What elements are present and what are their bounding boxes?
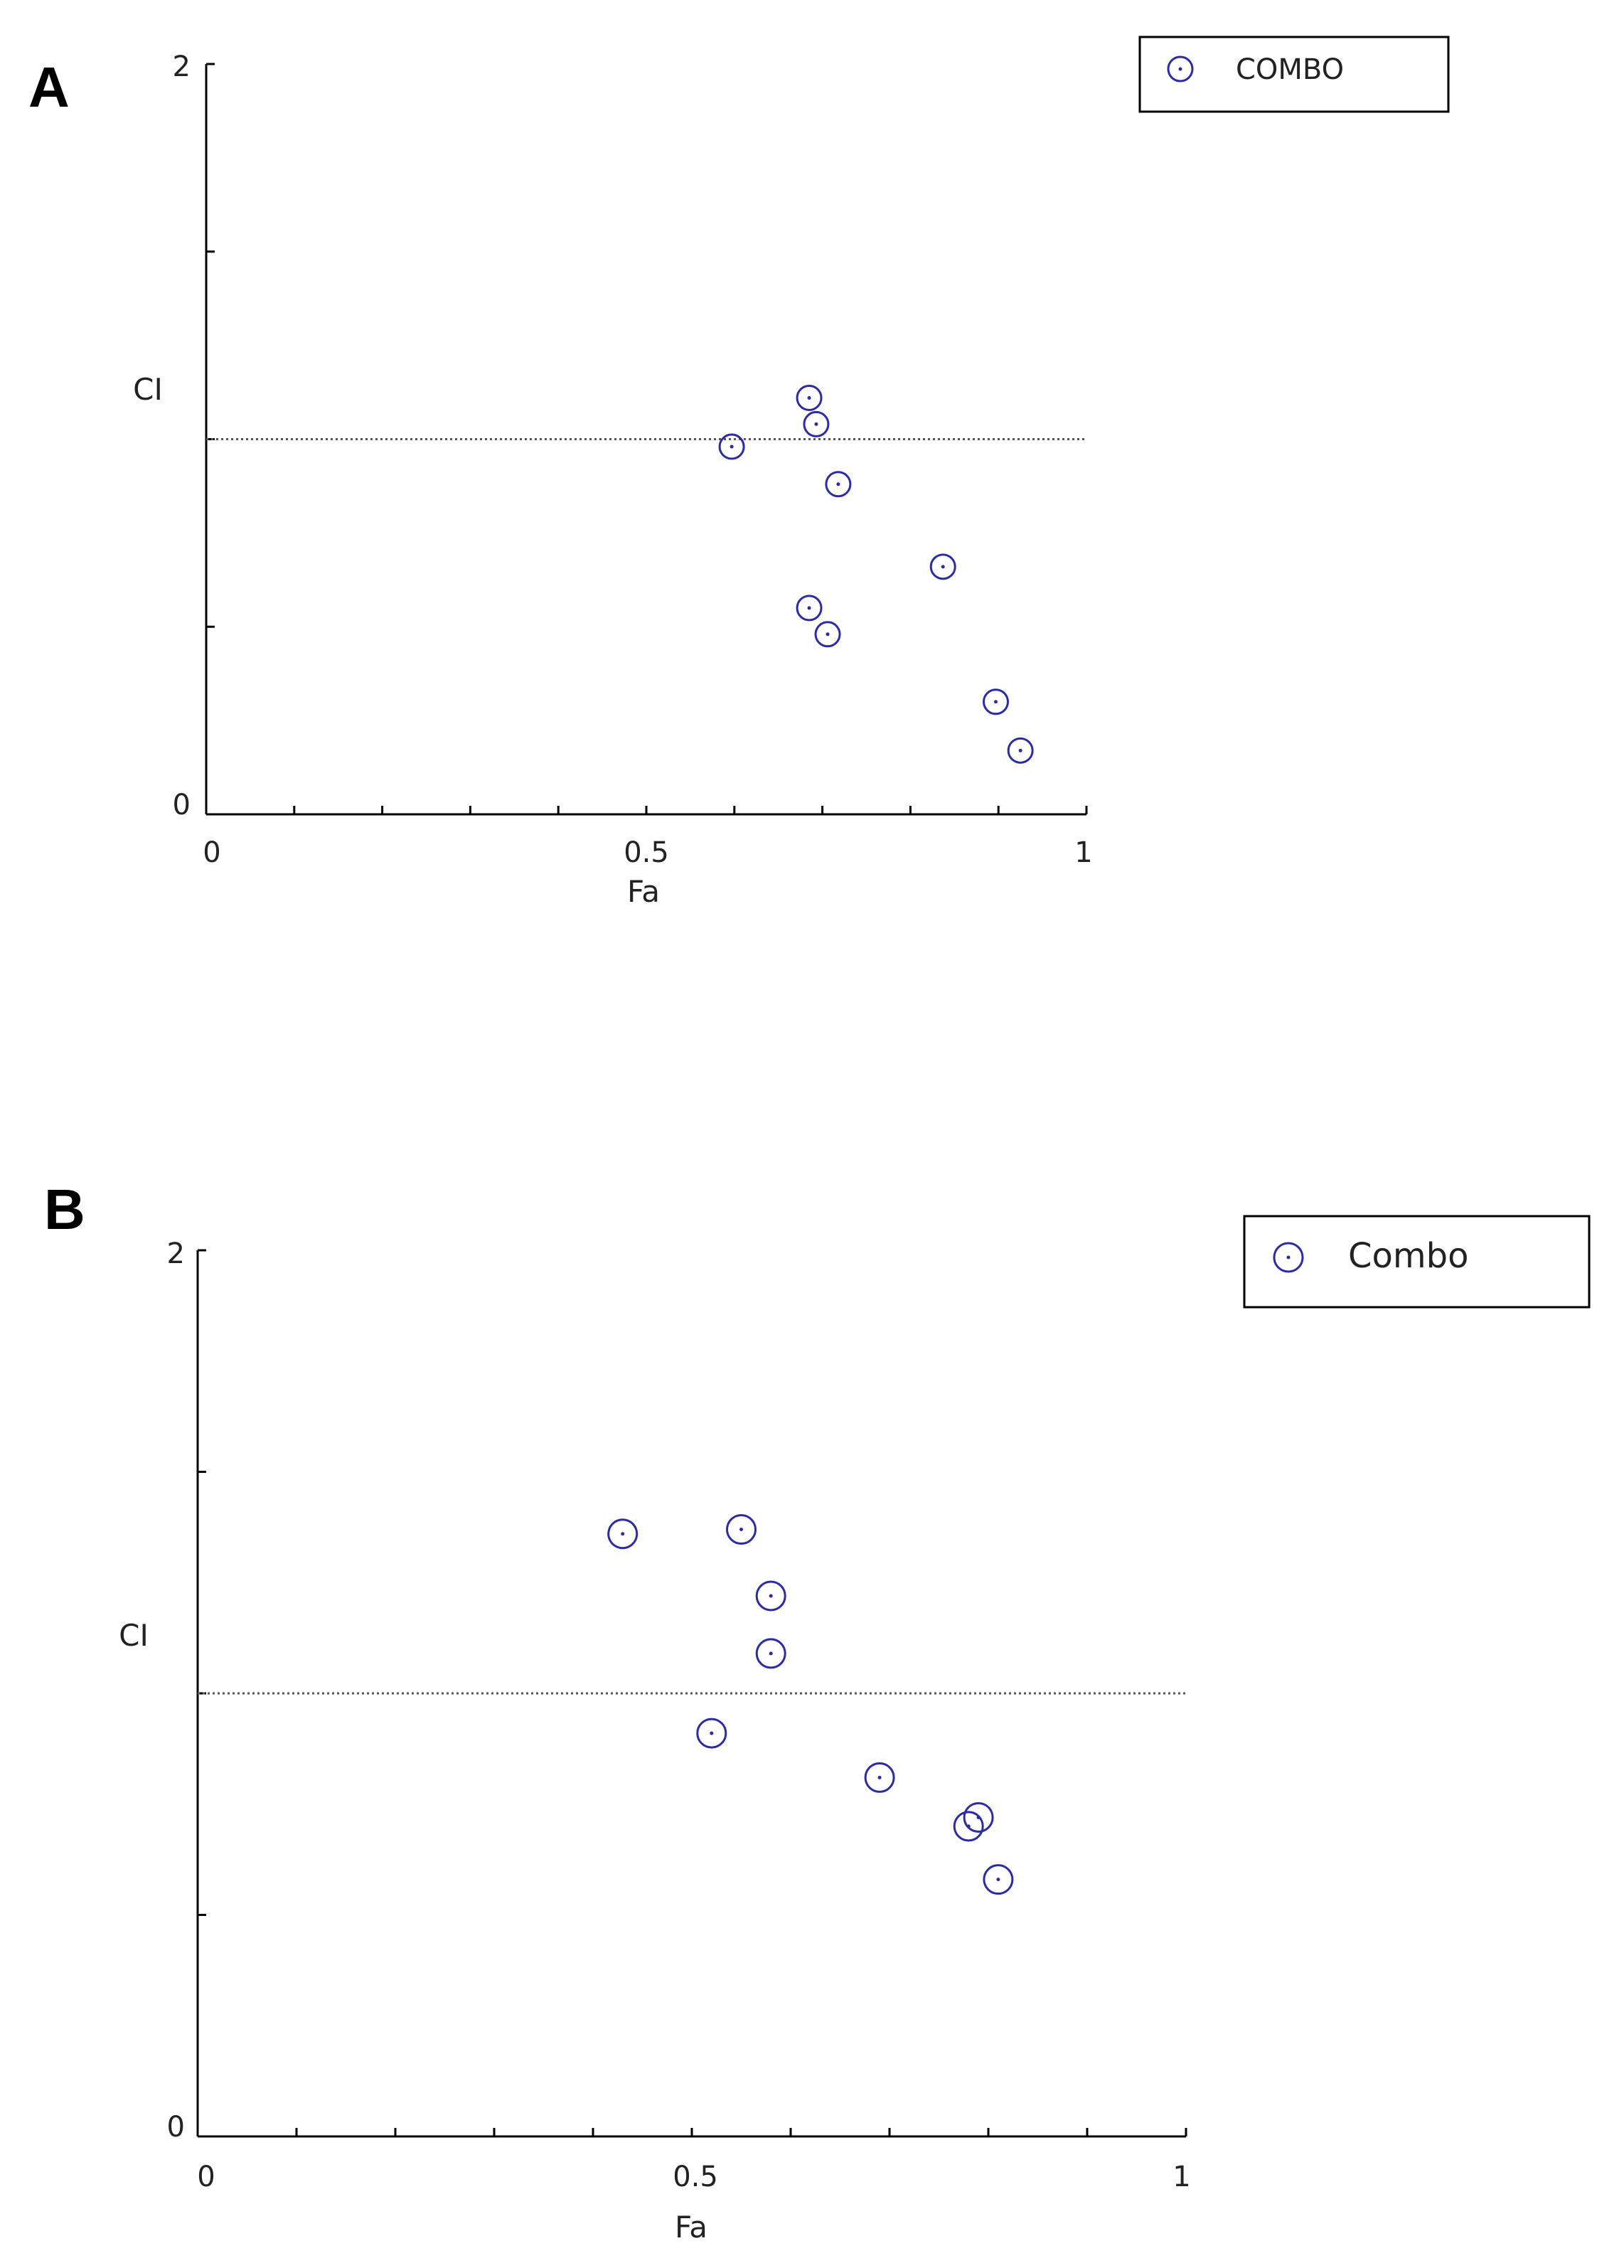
panel-a-x-tick-label-0: 0 (203, 836, 220, 869)
panel-a-data-point-center (807, 606, 811, 610)
panel-a-data-point-ring (982, 688, 1009, 715)
panel-a-data-point (929, 553, 956, 580)
panel-b-legend: Combo (1243, 1215, 1591, 1309)
panel-a-data-point-center (836, 482, 840, 486)
panel-b-y-tick-label-max: 2 (167, 1237, 185, 1270)
panel-a-data-point-center (826, 632, 830, 637)
panel-a-data-point-center (941, 565, 945, 569)
panel-a-data-point-center (1018, 748, 1022, 752)
panel-a-data-point (814, 621, 841, 648)
panel-b-data-point-ring (607, 1518, 639, 1550)
panel-b-points (607, 1513, 1014, 1895)
panel-b-legend-label: Combo (1348, 1236, 1468, 1276)
panel-b-legend-marker-dot (1286, 1255, 1291, 1260)
panel-a-legend-marker-dot (1178, 67, 1182, 71)
panel-a-data-point-ring (796, 384, 823, 411)
panel-a-x-ticks (205, 806, 1088, 814)
panel-b-data-point (864, 1762, 895, 1793)
panel-b-data-point (726, 1513, 757, 1545)
panel-a-data-point-ring (1007, 737, 1034, 764)
panel-a-data-point-ring (718, 433, 745, 460)
panel-a-y-axis-title: CI (133, 372, 163, 407)
panel-a-data-point-ring (814, 621, 841, 648)
panel-b-data-point-center (877, 1775, 882, 1779)
panel-b-label: B (44, 1178, 85, 1241)
panel-b-data-point-ring (864, 1762, 895, 1793)
panel-a-data-point-ring (929, 553, 956, 580)
panel-b-data-point-center (739, 1527, 743, 1531)
panel-a-data-point (825, 471, 852, 498)
panel-a-x-tick-label-1: 1 (1074, 836, 1092, 869)
panel-a-x-tick-label-half: 0.5 (624, 836, 669, 869)
panel-b-x-tick-label-half: 0.5 (673, 2161, 718, 2193)
panel-b-data-point-ring (755, 1580, 786, 1612)
panel-a-data-point-center (807, 395, 811, 400)
panel-b-data-point-ring (983, 1864, 1014, 1895)
panel-b-data-point-center (966, 1824, 971, 1828)
panel-a-y-ticks (206, 63, 215, 816)
panel-a-data-point-center (993, 700, 998, 704)
panel-a-data-point-ring (803, 410, 830, 437)
panel-b-legend-marker (1273, 1242, 1304, 1273)
panel-a-data-point-center (814, 422, 818, 426)
panel-a-legend: COMBO (1138, 36, 1450, 113)
panel-a-data-point (1007, 737, 1034, 764)
panel-b-data-point-center (769, 1651, 773, 1656)
panel-a-legend-label: COMBO (1236, 53, 1344, 86)
panel-b-data-point-center (710, 1731, 714, 1735)
panel-b-data-point-ring (696, 1718, 727, 1749)
panel-b-data-point (696, 1718, 727, 1749)
panel-b-data-point-center (996, 1878, 1000, 1882)
panel-b-y-axis-title: CI (119, 1618, 149, 1653)
panel-b-data-point-center (769, 1594, 773, 1598)
panel-b-x-ticks (196, 2128, 1187, 2136)
panel-a-data-point-ring (796, 595, 823, 622)
panel-b-data-point (983, 1864, 1014, 1895)
panel-a-data-point-ring (825, 471, 852, 498)
panel-a-data-point (796, 384, 823, 411)
panel-a-y-tick-label-min: 0 (173, 789, 191, 821)
panel-b-y-ticks (198, 1249, 206, 2138)
panel-b-data-point-center (621, 1532, 625, 1536)
panel-b: B 2 0 0 0.5 1 Fa CI Combo (44, 1178, 1591, 2245)
panel-b-data-point (755, 1580, 786, 1612)
panel-b-data-point (755, 1638, 786, 1669)
panel-b-data-point-ring (726, 1513, 757, 1545)
panel-b-x-axis-title: Fa (675, 2210, 707, 2245)
panel-b-data-point-ring (755, 1638, 786, 1669)
panel-a-data-point (803, 410, 830, 437)
panel-a-label: A (28, 55, 70, 119)
panel-b-data-point-ring (953, 1811, 984, 1842)
panel-a-x-axis-title: Fa (627, 874, 660, 909)
panel-a-legend-marker (1167, 55, 1194, 82)
panel-a-y-tick-label-max: 2 (173, 50, 191, 83)
panel-b-x-tick-label-0: 0 (197, 2161, 215, 2193)
panel-b-y-tick-label-min: 0 (167, 2111, 185, 2144)
panel-b-x-tick-label-1: 1 (1172, 2161, 1190, 2193)
panel-a-data-point-center (730, 444, 734, 449)
panel-b-data-point (953, 1811, 984, 1842)
panel-a-data-point (796, 595, 823, 622)
panel-a: A 2 0 0 0.5 1 Fa CI COMBO (28, 36, 1450, 909)
panel-b-data-point (607, 1518, 639, 1550)
panel-b-data-point-ring (963, 1801, 994, 1833)
panel-a-data-point (982, 688, 1009, 715)
panel-a-data-point (718, 433, 745, 460)
panel-a-points (718, 384, 1034, 764)
